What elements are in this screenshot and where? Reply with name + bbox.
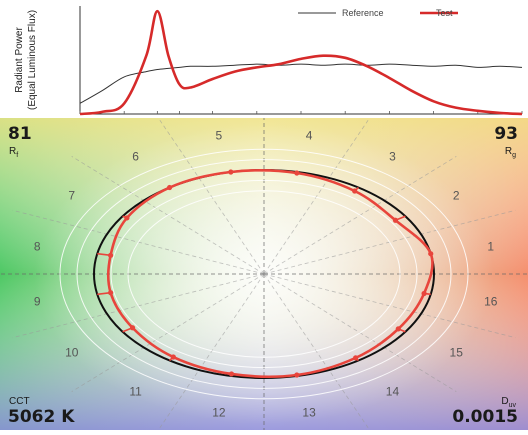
hue-bin-label: 16 bbox=[484, 295, 498, 309]
test-point bbox=[167, 185, 172, 190]
hue-bin-label: 1 bbox=[487, 239, 494, 253]
cct-value: 5062 K bbox=[8, 407, 75, 427]
test-point bbox=[229, 371, 234, 376]
test-point bbox=[228, 169, 233, 174]
hue-bin-label: 8 bbox=[34, 239, 41, 253]
y-axis-label: Radiant Power(Equal Luminous Flux) bbox=[14, 10, 38, 110]
test-point bbox=[294, 170, 299, 175]
hue-bin-label: 11 bbox=[129, 385, 142, 399]
test-point bbox=[171, 354, 176, 359]
legend-label-reference: Reference bbox=[342, 8, 384, 18]
hue-bin-label: 15 bbox=[450, 346, 464, 360]
test-point bbox=[108, 290, 113, 295]
hue-bin-label: 7 bbox=[68, 188, 75, 202]
hue-bin-label: 12 bbox=[212, 406, 226, 420]
test-point bbox=[294, 372, 299, 377]
y-axis-label-line2: (Equal Luminous Flux) bbox=[27, 10, 38, 110]
rg-value: 93 bbox=[494, 124, 518, 144]
duv-value: 0.0015 bbox=[452, 407, 518, 427]
hue-bin-label: 2 bbox=[453, 188, 460, 202]
test-point bbox=[393, 218, 398, 223]
hue-bin-label: 13 bbox=[302, 406, 316, 420]
legend: Reference Test bbox=[298, 8, 458, 18]
test-point bbox=[352, 188, 357, 193]
test-point bbox=[421, 291, 426, 296]
legend-label-test: Test bbox=[436, 8, 453, 18]
cct-label: CCT bbox=[9, 396, 30, 407]
hue-bin-label: 9 bbox=[34, 295, 41, 309]
test-point bbox=[130, 325, 135, 330]
rf-value: 81 bbox=[8, 124, 32, 144]
hue-bin-label: 4 bbox=[306, 128, 313, 142]
test-point bbox=[396, 326, 401, 331]
hue-bin-label: 3 bbox=[389, 149, 396, 163]
series-line-test bbox=[80, 11, 522, 114]
hue-bin-label: 6 bbox=[132, 149, 139, 163]
series-line-reference bbox=[80, 64, 522, 103]
spectral-power-chart: Radiant Power(Equal Luminous Flux) Refer… bbox=[0, 0, 528, 118]
test-point bbox=[428, 251, 433, 256]
hue-bin-label: 10 bbox=[65, 346, 79, 360]
y-axis-label-line1: Radiant Power bbox=[14, 27, 25, 93]
test-point bbox=[353, 355, 358, 360]
test-point bbox=[108, 253, 113, 258]
hue-bin-label: 14 bbox=[386, 385, 400, 399]
test-point bbox=[124, 215, 129, 220]
spectral-power-svg: Radiant Power(Equal Luminous Flux) Refer… bbox=[0, 0, 528, 118]
hue-bin-label: 5 bbox=[216, 128, 223, 142]
